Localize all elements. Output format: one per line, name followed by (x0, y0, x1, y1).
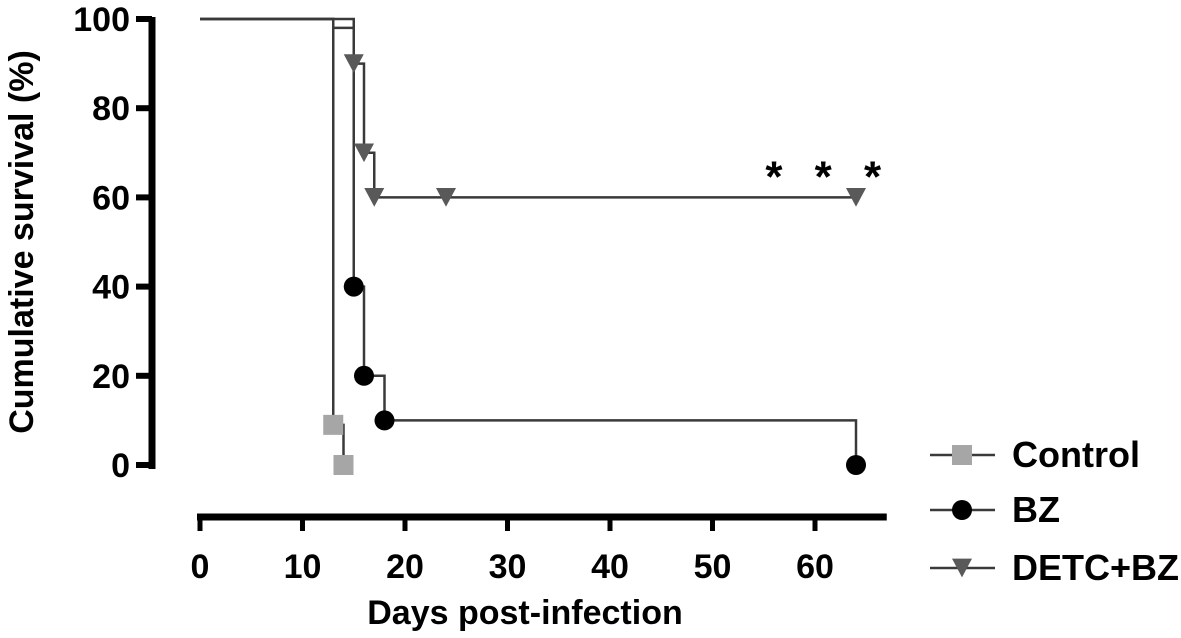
series-line-control (200, 17, 345, 465)
x-tick-label: 40 (591, 548, 629, 586)
y-axis-ticks: 0 20 40 60 80 100 (73, 1, 152, 485)
data-point-triangle (436, 188, 456, 207)
legend: Control BZ DETC+BZ (930, 434, 1179, 588)
y-tick-label: 60 (92, 179, 130, 217)
x-tick-label: 50 (694, 548, 732, 586)
data-point-triangle (343, 54, 364, 73)
data-point-square (323, 414, 344, 435)
series-line-bz (200, 17, 858, 465)
data-point-circle (374, 410, 395, 431)
data-point-circle (952, 500, 972, 520)
legend-label: BZ (1012, 489, 1060, 530)
series-lines (200, 17, 858, 465)
x-tick-label: 60 (796, 548, 834, 586)
y-tick-label: 0 (111, 447, 130, 485)
axes (148, 17, 887, 521)
x-axis-ticks: 0 10 20 30 40 50 60 (191, 517, 834, 586)
series-line-detc-bz (200, 17, 856, 199)
legend-label: DETC+BZ (1012, 547, 1179, 588)
legend-item-detc-bz: DETC+BZ (930, 547, 1179, 588)
y-tick-label: 80 (92, 90, 130, 128)
legend-label: Control (1012, 434, 1140, 475)
data-point-triangle (354, 143, 374, 163)
x-tick-label: 30 (489, 548, 527, 586)
series-markers (323, 54, 866, 475)
legend-item-bz: BZ (930, 489, 1060, 530)
y-tick-label: 20 (92, 358, 130, 396)
y-tick-label: 40 (92, 269, 130, 307)
significance-annotation: * * * (765, 152, 891, 201)
legend-item-control: Control (930, 434, 1140, 475)
data-point-triangle (846, 188, 866, 207)
x-tick-label: 0 (191, 548, 210, 586)
data-point-circle (846, 455, 866, 475)
data-point-circle (343, 276, 364, 297)
data-point-square (952, 445, 972, 465)
x-axis-label: Days post-infection (367, 594, 682, 632)
data-point-circle (354, 365, 374, 386)
x-tick-label: 10 (284, 548, 322, 586)
data-point-triangle (952, 558, 972, 578)
data-point-square (333, 455, 354, 475)
y-tick-label: 100 (73, 1, 130, 39)
x-tick-label: 20 (386, 548, 424, 586)
y-axis-label: Cumulative survival (%) (3, 50, 41, 434)
data-point-triangle (364, 188, 385, 207)
